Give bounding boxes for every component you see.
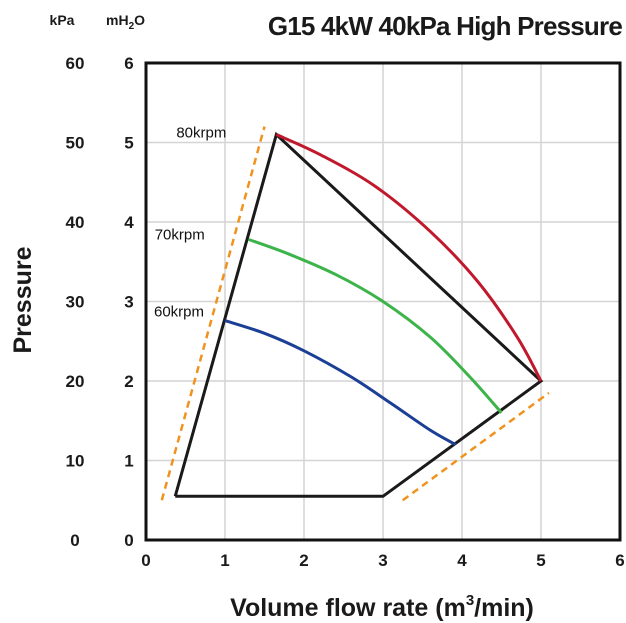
- limit-line-2: [402, 391, 550, 502]
- x-axis-title-main: Volume flow rate (m: [230, 594, 466, 622]
- x-tick-label: 4: [457, 551, 467, 570]
- y-tick-label-mh2o: 1: [124, 452, 133, 471]
- y-tick-label-kpa: 10: [66, 452, 85, 471]
- limit-lines: [160, 126, 550, 502]
- x-axis-title-superscript: 3: [466, 592, 474, 609]
- mh2o-unit-end: O: [134, 12, 145, 28]
- y-tick-label-kpa: 60: [66, 54, 85, 73]
- y-tick-label-kpa: 20: [66, 372, 85, 391]
- x-tick-label: 2: [299, 551, 308, 570]
- x-tick-label: 6: [615, 551, 624, 570]
- series-label-60krpm: 60krpm: [154, 304, 204, 321]
- y-tick-label-mh2o: 2: [124, 372, 133, 391]
- x-axis-title: Volume flow rate (m3/min): [230, 592, 534, 622]
- y-tick-label-kpa: 30: [66, 293, 85, 312]
- kpa-unit-label: kPa: [50, 12, 75, 28]
- x-axis-title-end: /min): [474, 594, 534, 622]
- y-tick-label-mh2o: 4: [124, 213, 134, 232]
- series-curve-60krpm: [224, 319, 457, 446]
- y-tick-label-mh2o: 5: [124, 134, 133, 153]
- x-tick-label: 5: [536, 551, 545, 570]
- y-tick-label-kpa: 40: [66, 213, 85, 232]
- y-tick-labels-mh2o: 0 1 2 3 4 5 6: [124, 54, 134, 550]
- series-labels: 80krpm 70krpm 60krpm: [154, 125, 226, 321]
- x-tick-label: 1: [220, 551, 229, 570]
- mh2o-unit-subscript: 2: [129, 21, 135, 32]
- series-curves: [224, 133, 543, 446]
- y-tick-label-mh2o: 6: [124, 54, 133, 73]
- series-curve-80krpm: [275, 133, 543, 382]
- plot-frame: [144, 61, 622, 542]
- series-label-70krpm: 70krpm: [155, 226, 205, 243]
- mh2o-unit-label: mH2O: [106, 12, 145, 32]
- x-tick-label: 3: [378, 551, 387, 570]
- y-tick-labels-kpa: 0 10 20 30 40 50 60: [66, 54, 85, 550]
- chart-title: G15 4kW 40kPa High Pressure: [268, 11, 622, 41]
- mh2o-unit-main: mH: [106, 12, 129, 28]
- limit-line-1: [160, 126, 266, 501]
- series-curve-70krpm: [248, 238, 503, 414]
- y-tick-label-kpa: 0: [70, 531, 79, 550]
- y-tick-label-mh2o: 3: [124, 293, 133, 312]
- y-axis-title: Pressure: [9, 246, 37, 353]
- x-tick-label: 0: [141, 551, 150, 570]
- y-tick-label-mh2o: 0: [124, 531, 133, 550]
- series-label-80krpm: 80krpm: [176, 125, 226, 142]
- x-tick-labels: 0 1 2 3 4 5 6: [141, 551, 624, 570]
- y-tick-label-kpa: 50: [66, 134, 85, 153]
